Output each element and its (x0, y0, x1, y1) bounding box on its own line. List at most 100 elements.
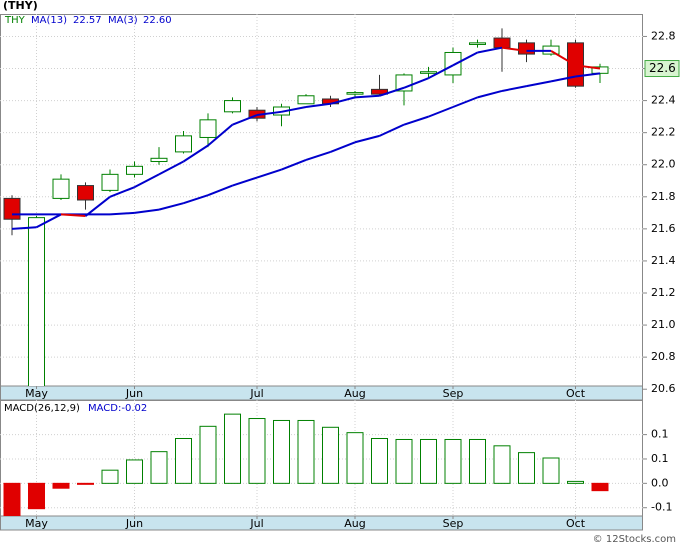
ma-line-segment (183, 194, 209, 205)
candle-body (101, 173, 119, 191)
ma-line-segment (403, 115, 429, 126)
macd-bar (101, 469, 119, 484)
ma-line-segment (501, 46, 527, 52)
candle-body (346, 92, 364, 95)
macd-bar (248, 418, 266, 484)
macd-bar (297, 419, 315, 484)
x-tick-label: Sep (443, 387, 464, 400)
ma-line-segment (428, 106, 454, 118)
ma-line-segment (134, 173, 160, 189)
macd-bar (322, 426, 339, 484)
ma-line-segment (11, 226, 37, 230)
ma-line-segment (281, 158, 307, 171)
macd-bar (273, 419, 290, 484)
macd-plot (0, 400, 643, 516)
legend-value: 22.57 (73, 15, 102, 26)
macd-title: MACD(26,12,9) (4, 403, 80, 414)
ma-line-segment (330, 96, 356, 105)
macd-bar (52, 482, 70, 489)
ma-line-segment (109, 211, 135, 216)
x-tick-label: May (25, 387, 48, 400)
macd-bar (175, 438, 192, 484)
macd-bar (567, 480, 584, 484)
ma-line-segment (501, 85, 527, 92)
ma-line-segment (526, 80, 552, 88)
x-axis-band (0, 385, 643, 401)
x-tick-label: Oct (566, 517, 586, 530)
legend-name: MA(13) (31, 15, 67, 26)
price-tag: 22.6 (649, 61, 676, 75)
macd-bar (371, 438, 388, 484)
ma-line-segment (305, 102, 331, 108)
x-tick-label: Aug (344, 387, 365, 400)
ma-line-segment (207, 184, 233, 197)
candle-body (126, 165, 143, 175)
x-tick-label: Jun (125, 387, 143, 400)
ma-line-segment (84, 196, 111, 217)
x-tick-label: Jul (249, 387, 263, 400)
y-tick-label: 0.1 (651, 452, 669, 465)
legend-name: MA(3) (108, 15, 138, 26)
y-tick-label: -0.1 (651, 501, 672, 514)
ma-line-segment (477, 89, 503, 99)
x-tick-label: Jun (125, 517, 143, 530)
candle-body (150, 157, 168, 163)
ma-line-segment (477, 46, 503, 54)
price-plot (0, 14, 643, 386)
candle-body (28, 217, 45, 386)
ma-line-segment (428, 64, 454, 80)
watermark: © 12Stocks.com (593, 534, 676, 545)
candle-body (52, 178, 70, 199)
macd-bar (518, 452, 535, 484)
y-tick-label: 0.0 (651, 476, 669, 489)
ma-line-segment (354, 134, 380, 144)
axes: 20.6 20.8 21.0 21.2 21.4 21.6 21.8 22.0 22.2 22.4… (25, 29, 680, 530)
ma-line-segment (256, 110, 282, 117)
legend-ticker: THY (4, 15, 26, 26)
macd-bar (150, 451, 168, 484)
macd-bar (469, 438, 486, 484)
y-tick-label: 20.6 (651, 382, 676, 395)
candle-body (493, 37, 511, 49)
candle-body (444, 51, 462, 76)
candle-body (371, 88, 388, 95)
y-tick-label: 22.2 (651, 126, 676, 139)
y-tick-label: 22.4 (651, 94, 676, 107)
candle-body (420, 71, 437, 74)
x-tick-label: Oct (566, 387, 586, 400)
candle-body (297, 95, 315, 105)
ma-line-segment (207, 123, 234, 147)
macd-bar (3, 482, 21, 516)
macd-bar (224, 413, 241, 484)
macd-bar (444, 438, 462, 484)
ma-line-segment (550, 50, 577, 67)
candle-body (3, 197, 21, 220)
y-tick-label: 20.8 (651, 350, 676, 363)
candle-body (224, 100, 241, 113)
candle-body (518, 42, 535, 55)
ma-line-segment (281, 106, 307, 113)
ma-line-segment (60, 213, 86, 218)
macd-bar (591, 482, 609, 492)
macd-bar (493, 445, 511, 484)
macd-bar (28, 482, 45, 510)
ma-line-segment (109, 186, 135, 198)
ma-line-segment (575, 72, 601, 78)
macd-bar (199, 425, 217, 484)
ma-line-segment (379, 123, 405, 137)
ma-line-segment (452, 96, 478, 108)
y-tick-label: 0.1 (651, 428, 669, 441)
candle-body (469, 42, 486, 45)
ma-line-segment (158, 202, 184, 211)
macd-bar (126, 459, 143, 484)
candle-body (199, 119, 217, 138)
x-tick-label: May (25, 517, 48, 530)
y-tick-label: 21.2 (651, 286, 676, 299)
y-tick-label: 21.4 (651, 254, 676, 267)
ma-line-segment (575, 64, 601, 70)
chart-title: (THY) (3, 0, 38, 12)
ma-line-segment (330, 141, 356, 153)
macd-bar (395, 438, 413, 484)
macd-value: MACD:-0.02 (88, 403, 147, 414)
